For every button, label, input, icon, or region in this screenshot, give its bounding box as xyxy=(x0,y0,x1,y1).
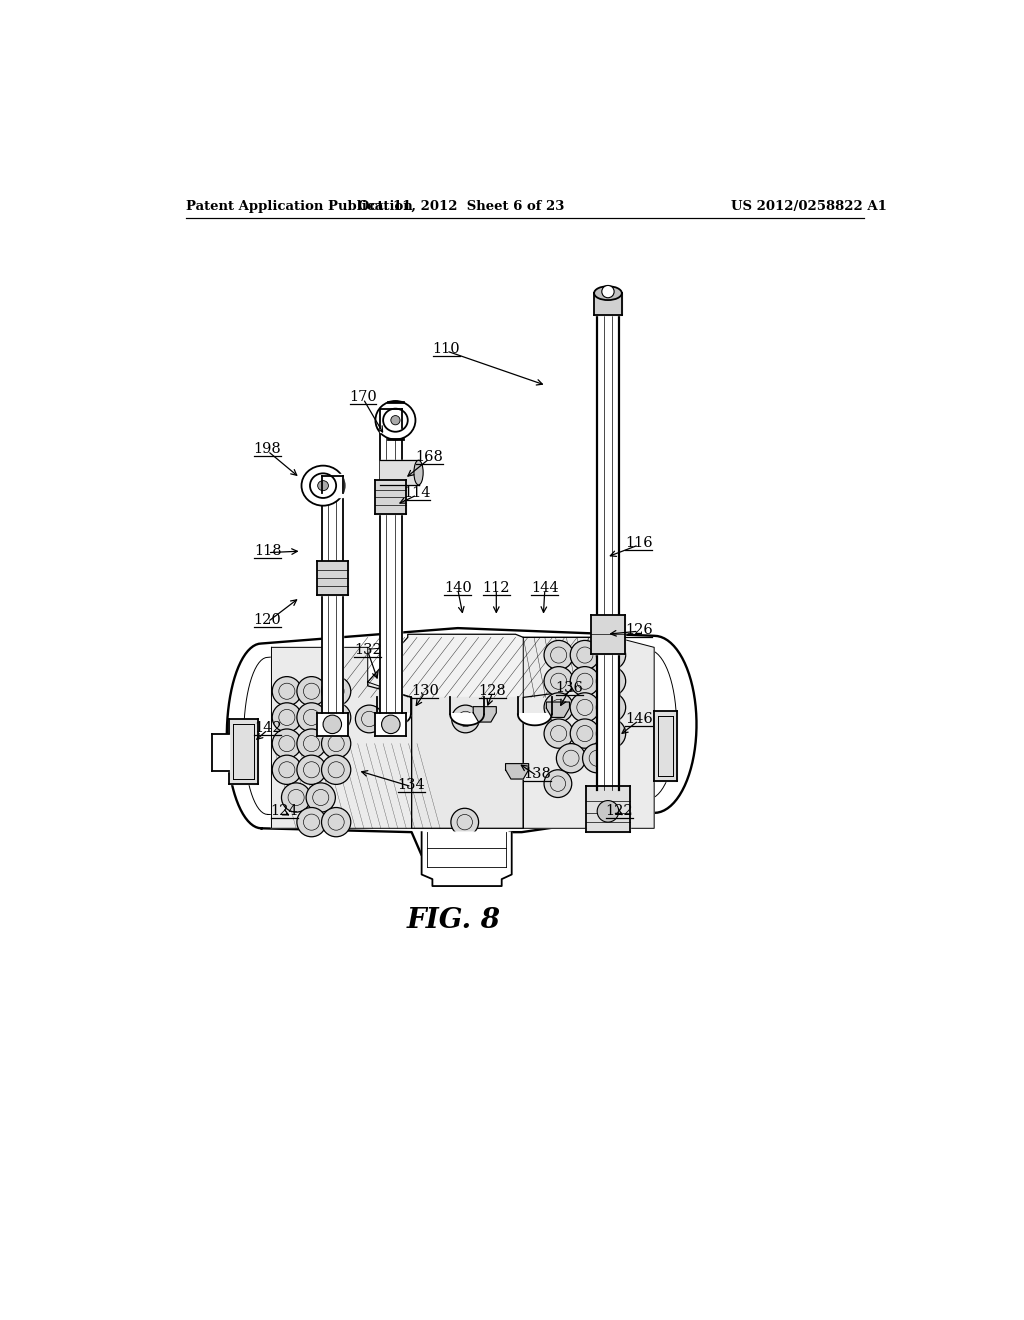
Text: 132: 132 xyxy=(354,643,382,656)
Polygon shape xyxy=(594,293,622,314)
Circle shape xyxy=(272,755,301,784)
Circle shape xyxy=(544,770,571,797)
Polygon shape xyxy=(412,697,523,829)
Polygon shape xyxy=(376,713,407,737)
Text: 134: 134 xyxy=(397,779,426,792)
Circle shape xyxy=(306,783,336,812)
Circle shape xyxy=(570,667,599,696)
Circle shape xyxy=(544,640,573,669)
Polygon shape xyxy=(316,561,348,595)
Text: 128: 128 xyxy=(478,684,506,698)
Circle shape xyxy=(544,719,573,748)
Text: 130: 130 xyxy=(411,684,438,698)
Ellipse shape xyxy=(317,480,329,491)
Polygon shape xyxy=(451,714,484,726)
Circle shape xyxy=(570,640,599,669)
Circle shape xyxy=(596,719,626,748)
Polygon shape xyxy=(316,713,348,737)
Text: 122: 122 xyxy=(606,804,633,818)
Circle shape xyxy=(556,743,586,774)
Circle shape xyxy=(596,693,626,722)
Polygon shape xyxy=(368,635,615,829)
Circle shape xyxy=(322,677,351,706)
Circle shape xyxy=(297,755,326,784)
Text: 114: 114 xyxy=(403,486,431,500)
Polygon shape xyxy=(518,714,552,726)
Polygon shape xyxy=(597,317,618,789)
Circle shape xyxy=(282,783,310,812)
Ellipse shape xyxy=(301,466,345,506)
Text: 146: 146 xyxy=(625,711,652,726)
Text: Patent Application Publication: Patent Application Publication xyxy=(186,199,413,213)
Polygon shape xyxy=(212,734,229,771)
Polygon shape xyxy=(587,785,630,832)
Circle shape xyxy=(297,729,326,758)
Polygon shape xyxy=(322,474,343,498)
Circle shape xyxy=(544,693,573,722)
Circle shape xyxy=(272,677,301,706)
Circle shape xyxy=(382,715,400,734)
Polygon shape xyxy=(322,490,343,713)
Circle shape xyxy=(323,715,342,734)
Ellipse shape xyxy=(391,416,400,425)
Circle shape xyxy=(272,729,301,758)
Circle shape xyxy=(297,808,326,837)
Circle shape xyxy=(570,693,599,722)
Ellipse shape xyxy=(414,461,423,484)
Text: 118: 118 xyxy=(254,544,282,558)
Polygon shape xyxy=(506,763,528,779)
Text: 142: 142 xyxy=(254,721,282,735)
Circle shape xyxy=(544,667,573,696)
Circle shape xyxy=(272,702,301,733)
Circle shape xyxy=(452,705,479,733)
Circle shape xyxy=(602,285,614,298)
Polygon shape xyxy=(271,647,412,829)
Circle shape xyxy=(597,800,618,822)
Circle shape xyxy=(297,677,326,706)
Circle shape xyxy=(355,705,383,733)
Text: 110: 110 xyxy=(432,342,460,356)
Text: 120: 120 xyxy=(254,614,282,627)
Polygon shape xyxy=(227,628,696,859)
Ellipse shape xyxy=(594,286,622,300)
Circle shape xyxy=(322,808,351,837)
Polygon shape xyxy=(422,832,512,886)
Text: FIG. 8: FIG. 8 xyxy=(407,907,501,935)
Text: 136: 136 xyxy=(556,681,584,696)
Polygon shape xyxy=(591,615,625,653)
Circle shape xyxy=(570,719,599,748)
Polygon shape xyxy=(229,719,258,784)
Polygon shape xyxy=(380,420,401,713)
Circle shape xyxy=(322,755,351,784)
Ellipse shape xyxy=(376,401,416,440)
Circle shape xyxy=(583,743,611,774)
Polygon shape xyxy=(376,480,407,515)
Text: 168: 168 xyxy=(416,450,443,465)
Polygon shape xyxy=(380,461,419,484)
Text: US 2012/0258822 A1: US 2012/0258822 A1 xyxy=(731,199,887,213)
Text: 138: 138 xyxy=(523,767,551,781)
Polygon shape xyxy=(654,711,677,780)
Circle shape xyxy=(322,729,351,758)
Text: 144: 144 xyxy=(531,581,559,595)
Text: Oct. 11, 2012  Sheet 6 of 23: Oct. 11, 2012 Sheet 6 of 23 xyxy=(358,199,565,213)
Text: 124: 124 xyxy=(270,804,298,818)
Circle shape xyxy=(322,702,351,733)
Circle shape xyxy=(596,667,626,696)
Polygon shape xyxy=(377,714,411,726)
Polygon shape xyxy=(473,706,497,722)
Polygon shape xyxy=(380,409,401,432)
Text: 170: 170 xyxy=(349,391,377,404)
Text: 116: 116 xyxy=(625,536,652,550)
Circle shape xyxy=(297,702,326,733)
Polygon shape xyxy=(547,702,569,718)
Text: 126: 126 xyxy=(625,623,652,636)
Polygon shape xyxy=(523,638,654,829)
Circle shape xyxy=(596,640,626,669)
Text: 198: 198 xyxy=(254,442,282,457)
Text: 140: 140 xyxy=(444,581,472,595)
Text: 112: 112 xyxy=(482,581,510,595)
Circle shape xyxy=(451,808,478,836)
